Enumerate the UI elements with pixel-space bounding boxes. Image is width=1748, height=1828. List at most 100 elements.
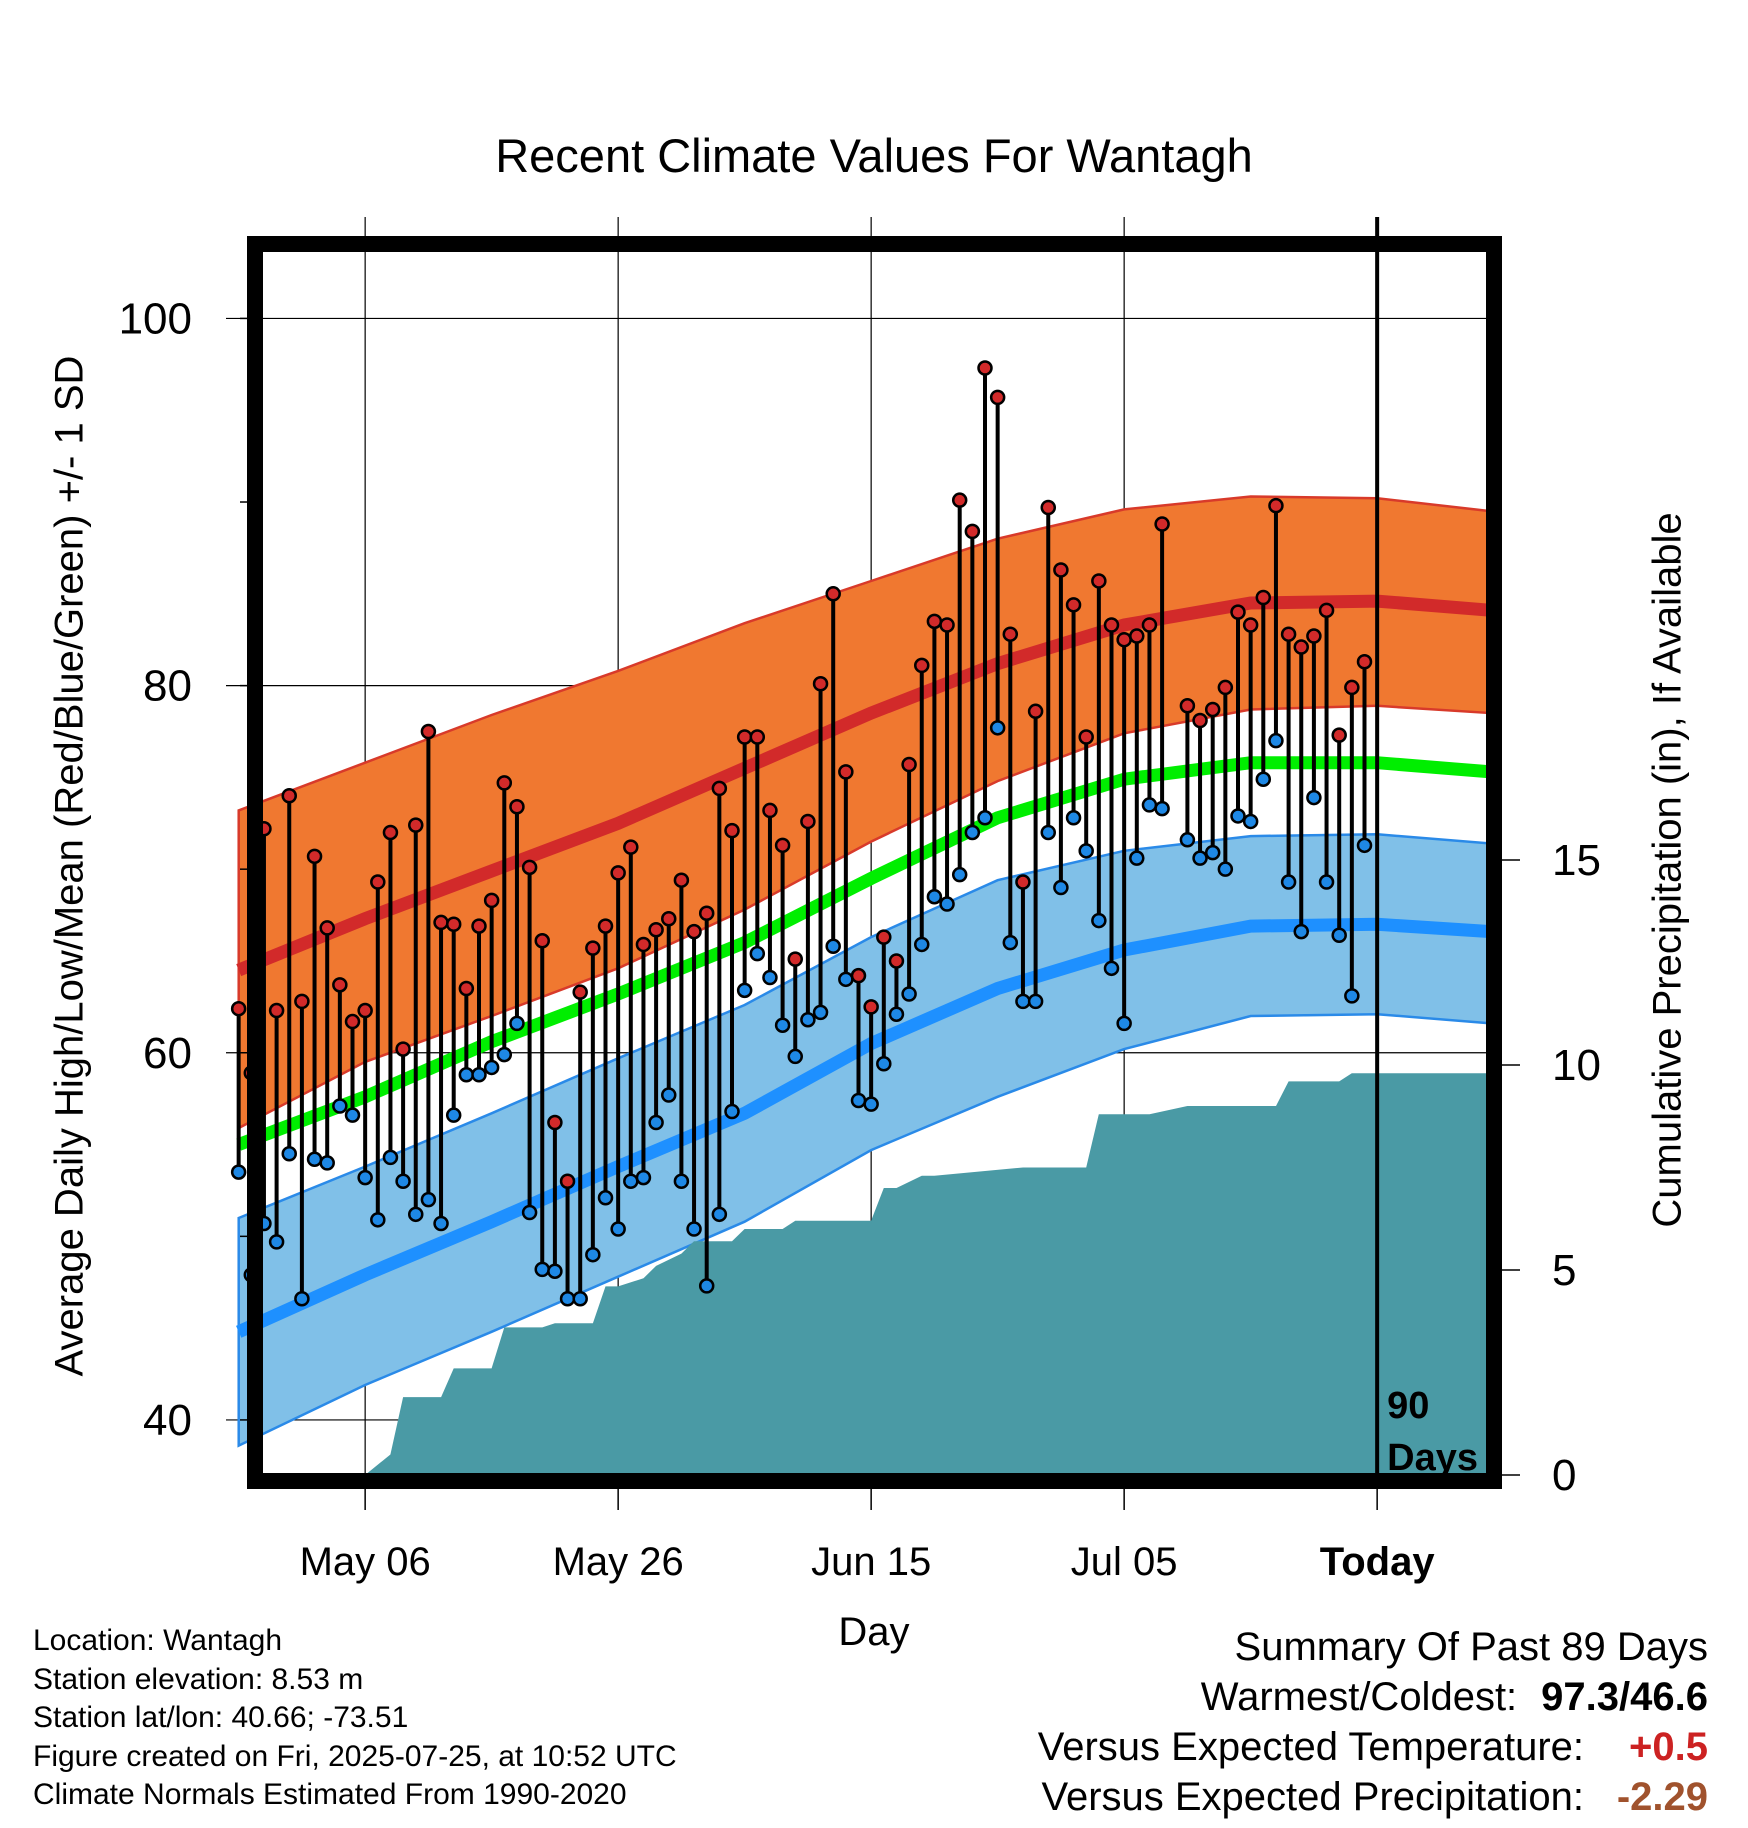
plot-border	[247, 236, 1502, 1489]
low-temp-point	[1015, 993, 1031, 1010]
high-temp-point	[471, 918, 487, 934]
high-temp-point	[1129, 628, 1145, 644]
mean-normal-line	[236, 756, 1492, 1151]
low-temp-point	[294, 1291, 310, 1307]
high-temp-point	[534, 933, 550, 949]
high-temp-point	[1306, 628, 1322, 644]
x-tick-label: May 06	[300, 1540, 431, 1584]
high-temp-point	[736, 729, 753, 745]
high-temp-point	[559, 1173, 576, 1190]
low-temp-point	[1255, 771, 1272, 787]
low-temp-point	[951, 866, 968, 883]
low-temp-point	[408, 1206, 424, 1223]
low-temp-point	[1154, 800, 1170, 817]
high-temp-point	[268, 1002, 285, 1019]
high-temp-point	[635, 936, 652, 953]
precip-anomaly-label: Versus Expected Precipitation:	[1041, 1775, 1584, 1819]
high-temp-point	[1015, 874, 1031, 890]
high-temp-point	[698, 905, 715, 921]
y-tick-label: 60	[143, 1029, 192, 1078]
high-temp-point	[483, 892, 500, 909]
low-temp-point	[762, 969, 778, 986]
low-temp-point	[698, 1278, 715, 1294]
high-temp-point	[901, 756, 917, 773]
high-temp-point	[1053, 562, 1069, 578]
y2-tick-label: 5	[1552, 1246, 1576, 1295]
high-temp-point	[1154, 516, 1170, 532]
low-temp-point	[926, 888, 943, 905]
x-axis-label: Day	[838, 1610, 910, 1654]
high-temp-point	[1192, 712, 1208, 729]
high-temp-point	[395, 1041, 411, 1057]
high-temp-point	[1141, 617, 1158, 633]
high-temp-point	[496, 775, 513, 791]
summary-precip: Versus Expected Precipitation: -2.29	[1038, 1772, 1708, 1822]
temp-anomaly-value: +0.5	[1629, 1725, 1708, 1769]
low-temp-point	[1204, 844, 1221, 861]
high-temp-point	[812, 676, 829, 692]
high-temp-point	[673, 872, 690, 888]
high-temp-point	[1268, 497, 1284, 514]
low-temp-point	[901, 986, 917, 1002]
high-temp-point	[1242, 617, 1259, 633]
low-temp-point	[1230, 808, 1246, 824]
low-temp-point	[344, 1107, 361, 1123]
high-temp-point	[357, 1002, 373, 1019]
high-temp-point	[762, 802, 778, 819]
low-temp-point	[825, 938, 841, 955]
low-temp-point	[395, 1173, 411, 1190]
high-temp-point	[332, 977, 348, 993]
high-temp-point	[1204, 701, 1221, 718]
low-temp-point	[230, 1164, 247, 1180]
high-temp-point	[610, 865, 626, 881]
low-temp-point	[319, 1155, 335, 1171]
low-temp-point	[661, 1087, 677, 1103]
low-temp-point	[850, 1092, 867, 1109]
low-temp-point	[888, 1006, 905, 1022]
high-temp-point	[408, 817, 424, 833]
high-temp-point	[319, 920, 335, 936]
low-temp-point	[876, 1056, 892, 1072]
plot-frame	[247, 217, 1502, 1489]
high-temp-point	[989, 389, 1006, 406]
x-tick-label: Jul 05	[1071, 1540, 1178, 1584]
low-temp-point	[749, 945, 766, 962]
summary-title: Summary Of Past 89 Days	[1234, 1625, 1708, 1669]
low-temp-point	[597, 1190, 614, 1206]
low-temp-point	[471, 1067, 487, 1083]
high-temp-point	[686, 923, 702, 940]
low-temp-point	[1065, 810, 1082, 826]
y-tick-label: 100	[119, 294, 192, 343]
low-temp-point	[1078, 843, 1094, 859]
high-temp-point	[1280, 626, 1297, 642]
low-temp-point	[673, 1173, 690, 1190]
high-temp-point	[281, 787, 297, 804]
high-temp-point	[1217, 679, 1234, 696]
daily-range-bars	[236, 368, 1367, 1299]
info-location: Location: Wantagh	[33, 1624, 283, 1657]
y-axis-label: Average Daily High/Low/Mean (Red/Blue/Gr…	[47, 355, 92, 1377]
low-temp-point	[281, 1145, 297, 1162]
low-temp-point	[521, 1204, 538, 1221]
low-temp-point	[559, 1291, 576, 1307]
high-temp-point	[420, 723, 437, 740]
high-temp-point	[344, 1013, 361, 1030]
y2-tick-label: 0	[1552, 1451, 1576, 1500]
high-temp-point	[888, 953, 905, 969]
low-temp-point	[736, 982, 753, 999]
high-temp-point	[1344, 679, 1360, 696]
high-temp-point	[1027, 703, 1044, 720]
low-temp-point	[964, 824, 981, 841]
high-temp-point	[306, 848, 323, 865]
low-temp-point	[623, 1173, 639, 1190]
low-temp-point	[572, 1291, 588, 1307]
low-temp-point	[1091, 912, 1107, 929]
info-elevation: Station elevation: 8.53 m	[33, 1662, 364, 1696]
low-temp-point	[1192, 850, 1208, 866]
low-temp-point	[1141, 797, 1158, 813]
high-temp-point	[1331, 727, 1347, 743]
low-temp-point	[939, 896, 955, 912]
low-temp-point	[1103, 960, 1120, 977]
summary-extremes: Warmest/Coldest: 97.3/46.6	[1038, 1672, 1708, 1722]
low-temp-point	[268, 1234, 285, 1250]
